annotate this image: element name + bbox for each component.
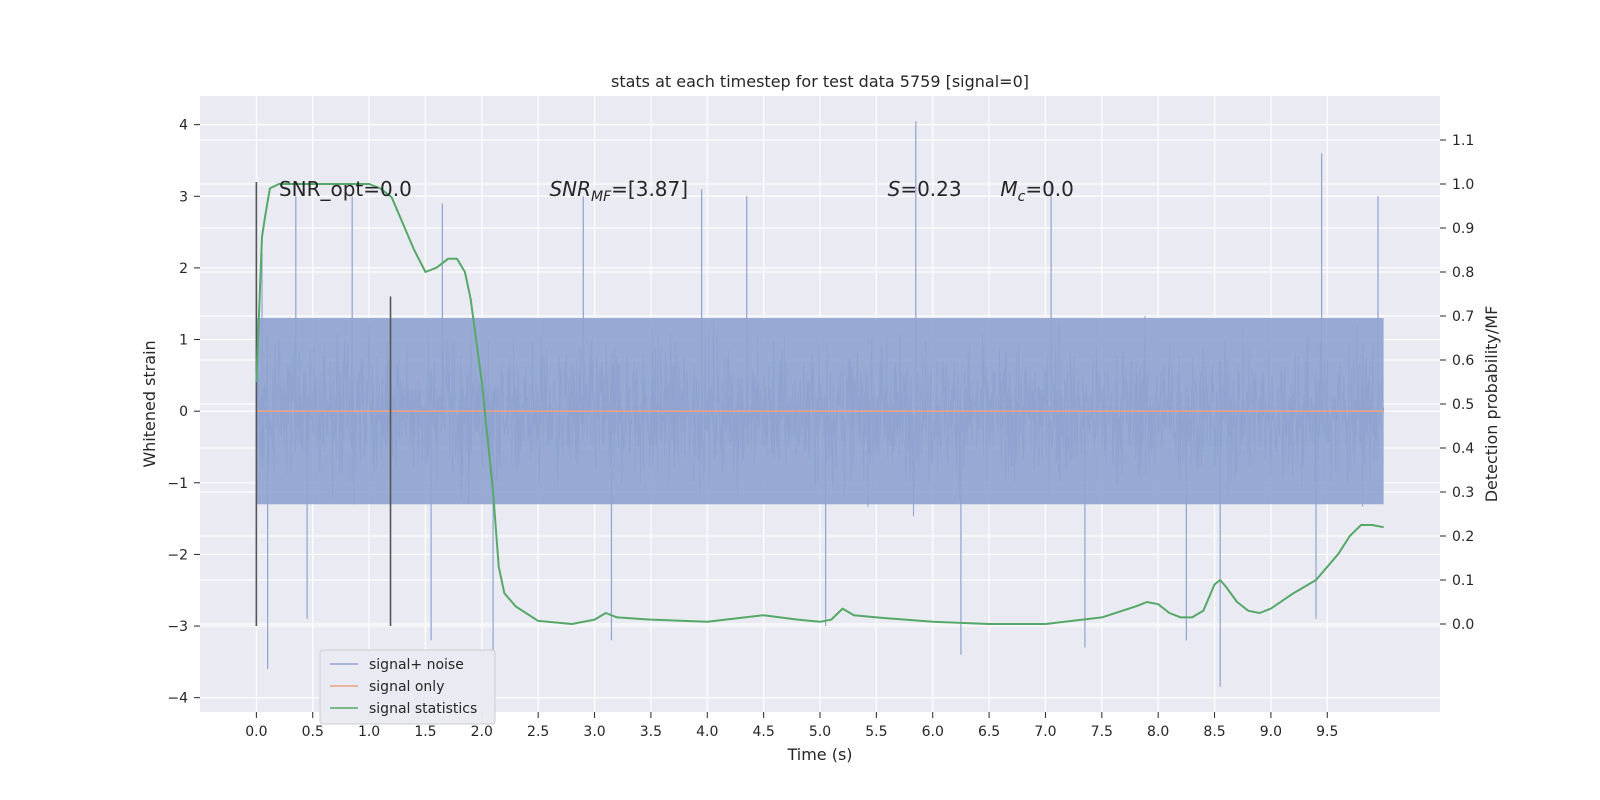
y2-tick-label-11: 0.0	[1452, 617, 1474, 633]
annotation-3: Mc=0.0	[1000, 177, 1074, 205]
y-tick-label-4: 0	[179, 404, 188, 420]
chart-title: stats at each timestep for test data 575…	[611, 72, 1029, 91]
y2-tick-label-4: 0.7	[1452, 309, 1474, 325]
y2-axis-ticks: 1.1 1.0 0.9 0.8 0.7 0.6 0.5 0.4 0.3 0.2 0.1 0.0	[1440, 133, 1474, 633]
y2-tick-label-9: 0.2	[1452, 529, 1474, 545]
x-tick-label-10: 5.0	[809, 724, 831, 740]
annotation-2: S=0.23	[888, 177, 962, 201]
y2-tick-label-2: 0.9	[1452, 221, 1474, 237]
x-tick-label-13: 6.5	[978, 724, 1000, 740]
x-tick-label-7: 3.5	[640, 724, 662, 740]
y-tick-label-1: 3	[179, 189, 188, 205]
x-axis-ticks: 0.0 0.5 1.0 1.5 2.0 2.5 3.0 3.5 4.0 4.5 5.0 5.5 6.0 6…	[245, 712, 1338, 740]
x-tick-label-8: 4.0	[696, 724, 718, 740]
x-tick-label-11: 5.5	[865, 724, 887, 740]
x-tick-label-2: 1.0	[358, 724, 380, 740]
x-tick-label-16: 8.0	[1147, 724, 1169, 740]
annotations: SNR_opt=0.0 SNRMF=[3.87] S=0.23 Mc=0.0	[279, 177, 1074, 205]
legend: signal+ noise signal only signal statist…	[319, 649, 496, 725]
series-signal-statistics	[255, 183, 1384, 625]
vertical-markers	[255, 181, 392, 627]
y2-tick-label-7: 0.4	[1452, 441, 1474, 457]
x-tick-label-1: 0.5	[302, 724, 324, 740]
x-tick-label-3: 1.5	[414, 724, 436, 740]
y-axis-label: Whitened strain	[140, 340, 159, 467]
y2-tick-label-8: 0.3	[1452, 485, 1474, 501]
y-tick-label-2: 2	[179, 261, 188, 277]
signal-statistics-line	[255, 183, 1384, 625]
y-tick-label-5: −1	[167, 476, 188, 492]
x-tick-label-15: 7.5	[1091, 724, 1113, 740]
x-tick-label-4: 2.0	[471, 724, 493, 740]
y-tick-label-0: 4	[179, 118, 188, 134]
y-tick-label-8: −4	[167, 691, 188, 707]
x-axis-label: Time (s)	[786, 745, 852, 764]
x-tick-label-18: 9.0	[1260, 724, 1282, 740]
y2-tick-label-6: 0.5	[1452, 397, 1474, 413]
x-tick-label-9: 4.5	[753, 724, 775, 740]
x-tick-label-6: 3.0	[583, 724, 605, 740]
legend-label-signal-noise: signal+ noise	[369, 657, 464, 673]
y-tick-label-7: −3	[167, 619, 188, 635]
y2-tick-label-10: 0.1	[1452, 573, 1474, 589]
x-tick-label-17: 8.5	[1203, 724, 1225, 740]
legend-label-signal-only: signal only	[369, 679, 444, 695]
annotation-1: SNRMF=[3.87]	[549, 177, 688, 205]
y-tick-label-3: 1	[179, 333, 188, 349]
y-tick-label-6: −2	[167, 547, 188, 563]
legend-label-signal-statistics: signal statistics	[369, 701, 477, 717]
x-tick-label-12: 6.0	[922, 724, 944, 740]
x-tick-label-19: 9.5	[1316, 724, 1338, 740]
y2-tick-label-5: 0.6	[1452, 353, 1474, 369]
y2-tick-label-1: 1.0	[1452, 177, 1474, 193]
y2-axis-label: Detection probability/MF	[1482, 306, 1501, 503]
x-tick-label-0: 0.0	[245, 724, 267, 740]
y-axis-ticks: 4 3 2 1 0 −1 −2 −3 −4	[167, 118, 200, 707]
x-tick-label-14: 7.0	[1034, 724, 1056, 740]
annotation-0: SNR_opt=0.0	[279, 177, 412, 201]
y2-tick-label-0: 1.1	[1452, 133, 1474, 149]
x-tick-label-5: 2.5	[527, 724, 549, 740]
legend-box	[319, 649, 496, 725]
y2-tick-label-3: 0.8	[1452, 265, 1474, 281]
